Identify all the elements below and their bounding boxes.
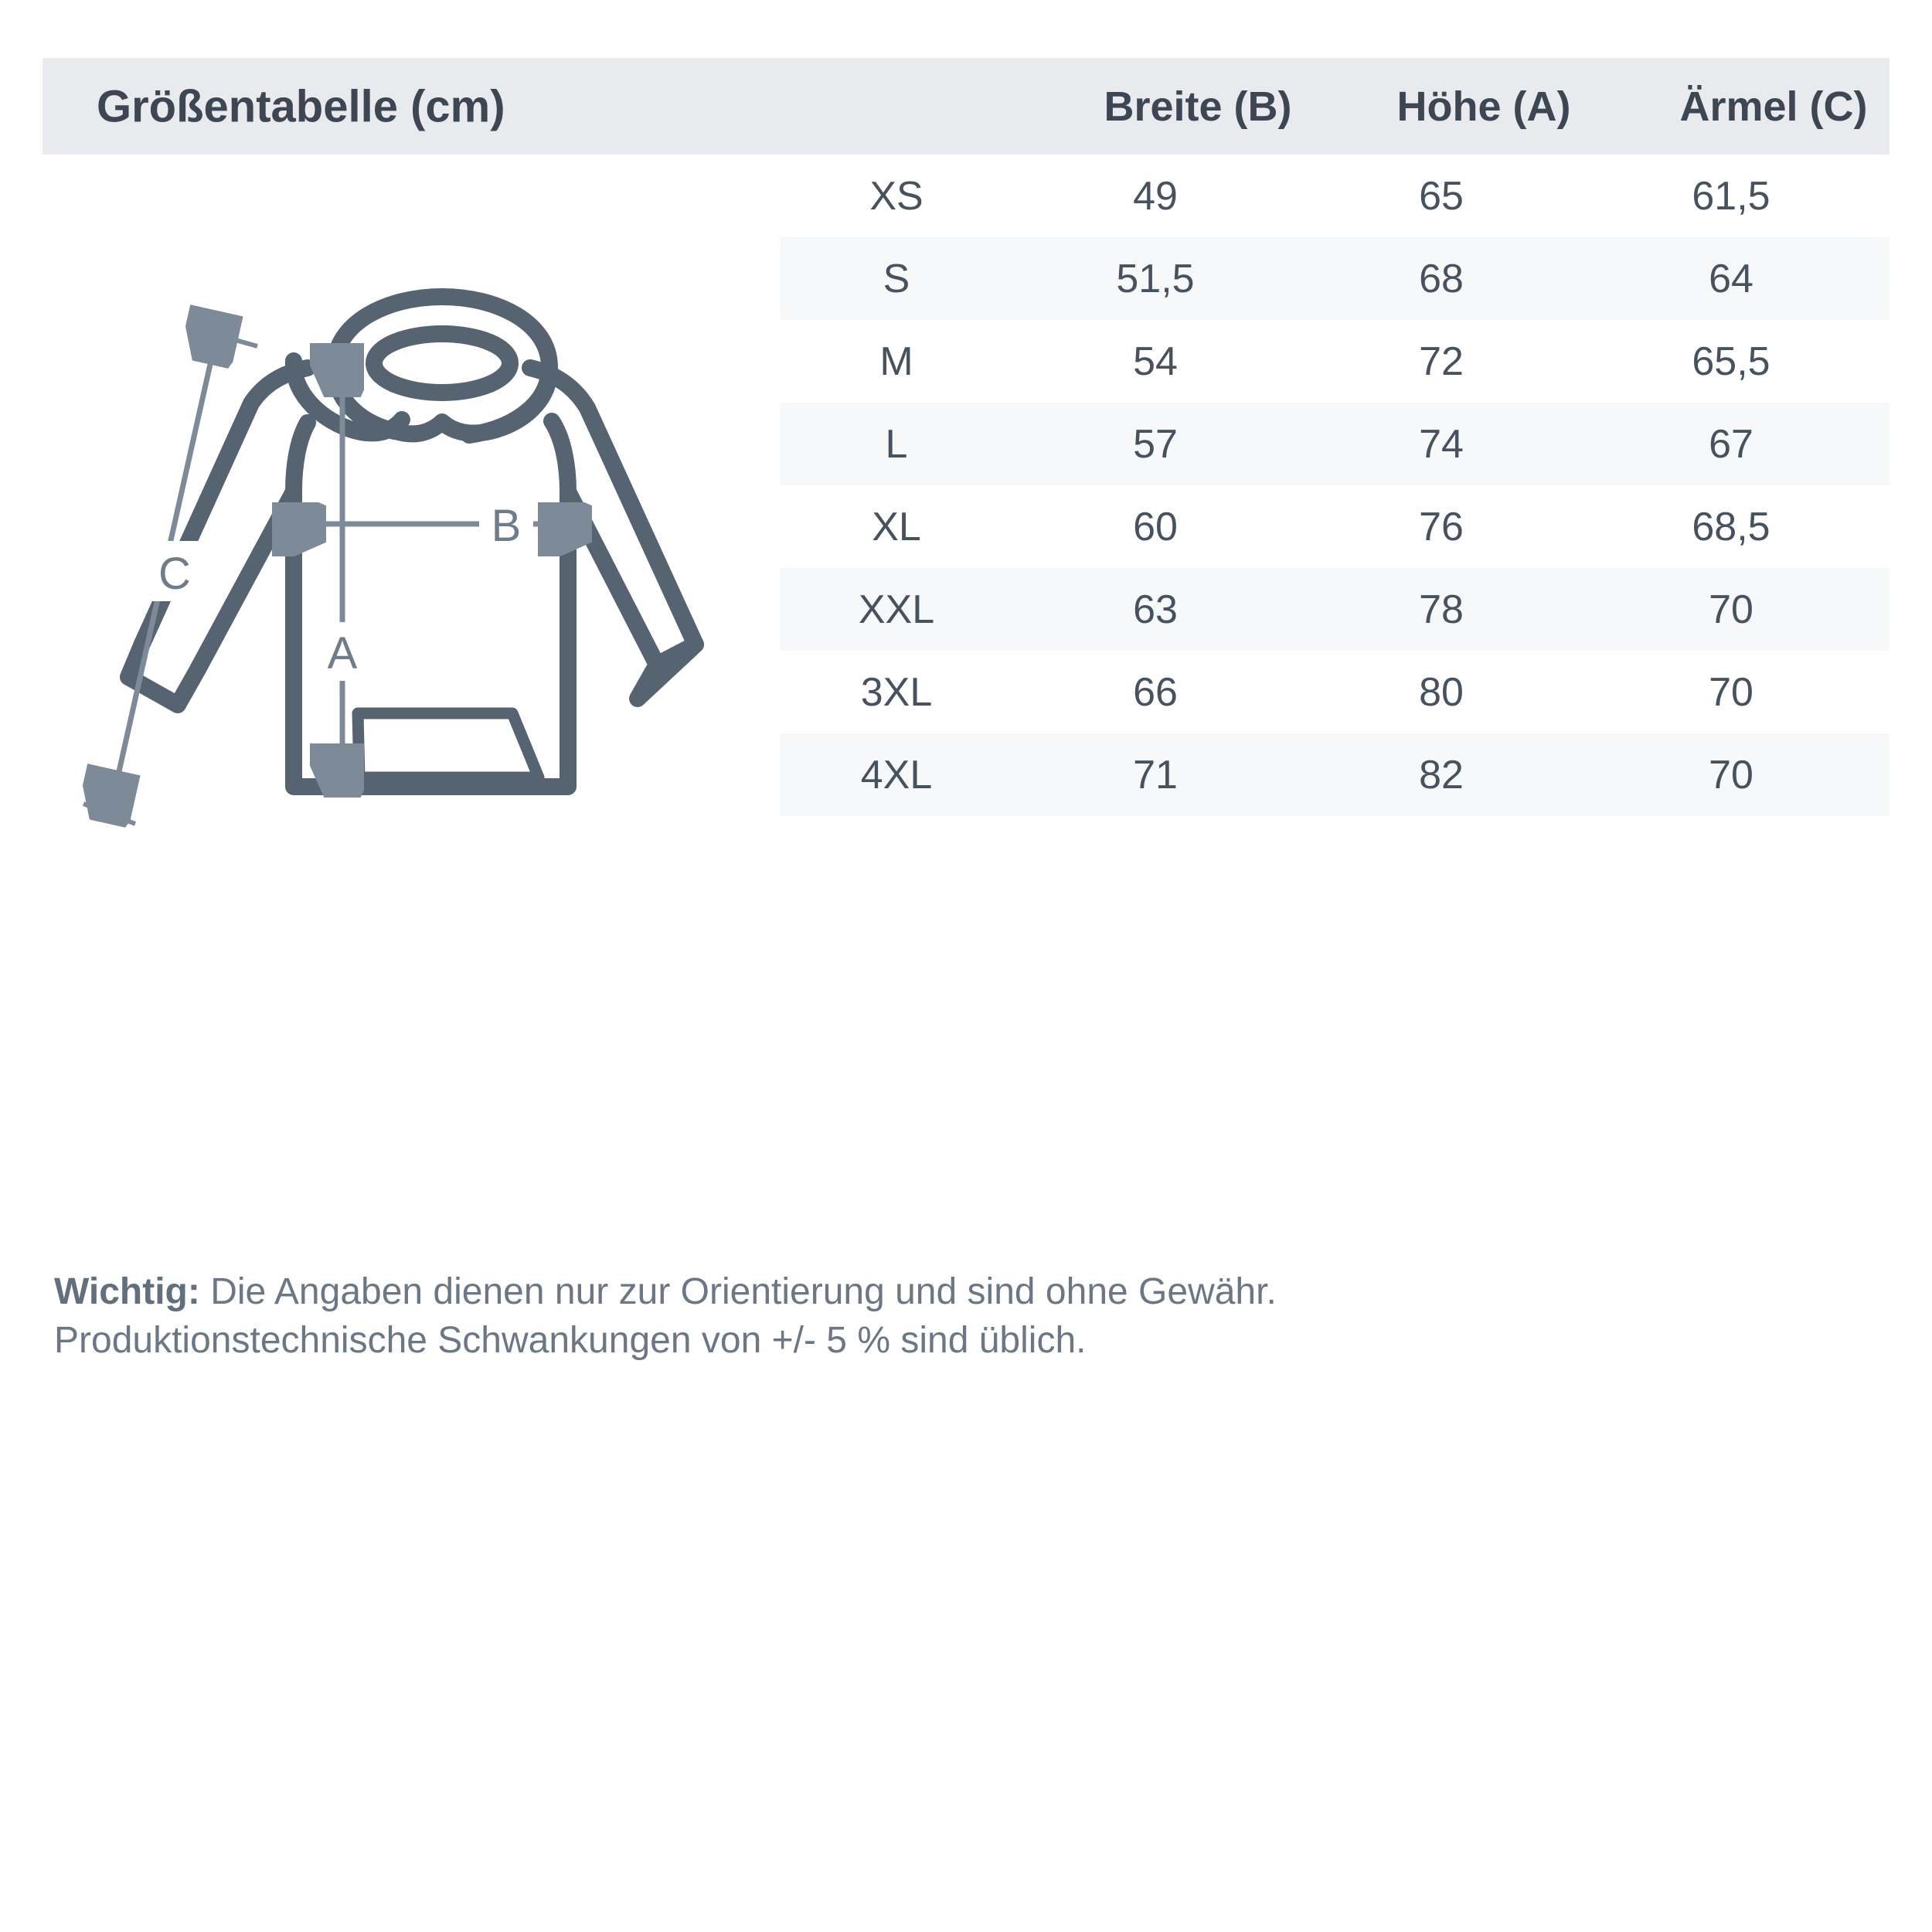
cell-breite: 71	[1133, 752, 1178, 798]
column-header-row: Breite (B) Höhe (A) Ärmel (C)	[823, 58, 1932, 155]
table-row: L 57 74 67	[781, 403, 1889, 485]
cell-aermel: 61,5	[1692, 173, 1770, 219]
table-row: XL 60 76 68,5	[781, 485, 1889, 568]
disclaimer-line-2: Produktionstechnische Schwankungen von +…	[54, 1320, 1087, 1362]
table-row: XS 49 65 61,5	[781, 155, 1889, 237]
table-row: 3XL 66 80 70	[781, 651, 1889, 733]
table-row: S 51,5 68 64	[781, 237, 1889, 320]
cell-size: XL	[872, 504, 921, 549]
cell-hoehe: 78	[1419, 587, 1464, 632]
cell-hoehe: 82	[1419, 752, 1464, 798]
cell-aermel: 67	[1709, 421, 1753, 467]
disclaimer-bold-prefix: Wichtig:	[54, 1271, 200, 1312]
cell-aermel: 68,5	[1692, 504, 1770, 549]
cell-aermel: 70	[1709, 752, 1753, 798]
hoodie-measurement-diagram: A B C	[62, 232, 757, 850]
cell-breite: 60	[1133, 504, 1178, 549]
disclaimer-line-1-rest: Die Angaben dienen nur zur Orientierung …	[199, 1271, 1277, 1312]
column-header-breite: Breite (B)	[1104, 83, 1292, 130]
cell-breite: 49	[1133, 173, 1178, 219]
disclaimer-note: Wichtig: Die Angaben dienen nur zur Orie…	[54, 1267, 1870, 1366]
cell-hoehe: 72	[1419, 338, 1464, 384]
table-header-band: Größentabelle (cm) Breite (B) Höhe (A) Ä…	[43, 58, 1889, 155]
page-title: Größentabelle (cm)	[97, 81, 505, 131]
cell-size: M	[879, 338, 913, 384]
hoodie-outline-icon	[120, 288, 704, 795]
cell-size: L	[885, 421, 908, 467]
label-a: A	[328, 628, 358, 679]
size-table-body: XS 49 65 61,5 S 51,5 68 64 M 54 72 65,5 …	[781, 155, 1889, 816]
cell-aermel: 70	[1709, 587, 1753, 632]
cell-hoehe: 65	[1419, 173, 1464, 219]
table-row: 4XL 71 82 70	[781, 733, 1889, 816]
column-header-hoehe: Höhe (A)	[1396, 83, 1571, 130]
label-b: B	[492, 501, 522, 551]
cell-aermel: 64	[1709, 256, 1753, 301]
disclaimer-line-1: Wichtig: Die Angaben dienen nur zur Orie…	[54, 1267, 1870, 1316]
cell-breite: 63	[1133, 587, 1178, 632]
cell-size: XS	[869, 173, 923, 219]
cell-breite: 51,5	[1116, 256, 1195, 301]
table-row: XXL 63 78 70	[781, 568, 1889, 651]
cell-hoehe: 80	[1419, 669, 1464, 715]
label-c: C	[158, 549, 191, 599]
cell-breite: 66	[1133, 669, 1178, 715]
cell-size: S	[883, 256, 910, 301]
cell-hoehe: 74	[1419, 421, 1464, 467]
cell-size: 4XL	[860, 752, 933, 798]
table-row: M 54 72 65,5	[781, 320, 1889, 403]
cell-aermel: 70	[1709, 669, 1753, 715]
cell-size: 3XL	[860, 669, 933, 715]
cell-hoehe: 68	[1419, 256, 1464, 301]
column-header-aermel: Ärmel (C)	[1679, 83, 1868, 130]
cell-breite: 57	[1133, 421, 1178, 467]
cell-size: XXL	[858, 587, 935, 632]
cell-aermel: 65,5	[1692, 338, 1770, 384]
cell-hoehe: 76	[1419, 504, 1464, 549]
cell-breite: 54	[1133, 338, 1178, 384]
